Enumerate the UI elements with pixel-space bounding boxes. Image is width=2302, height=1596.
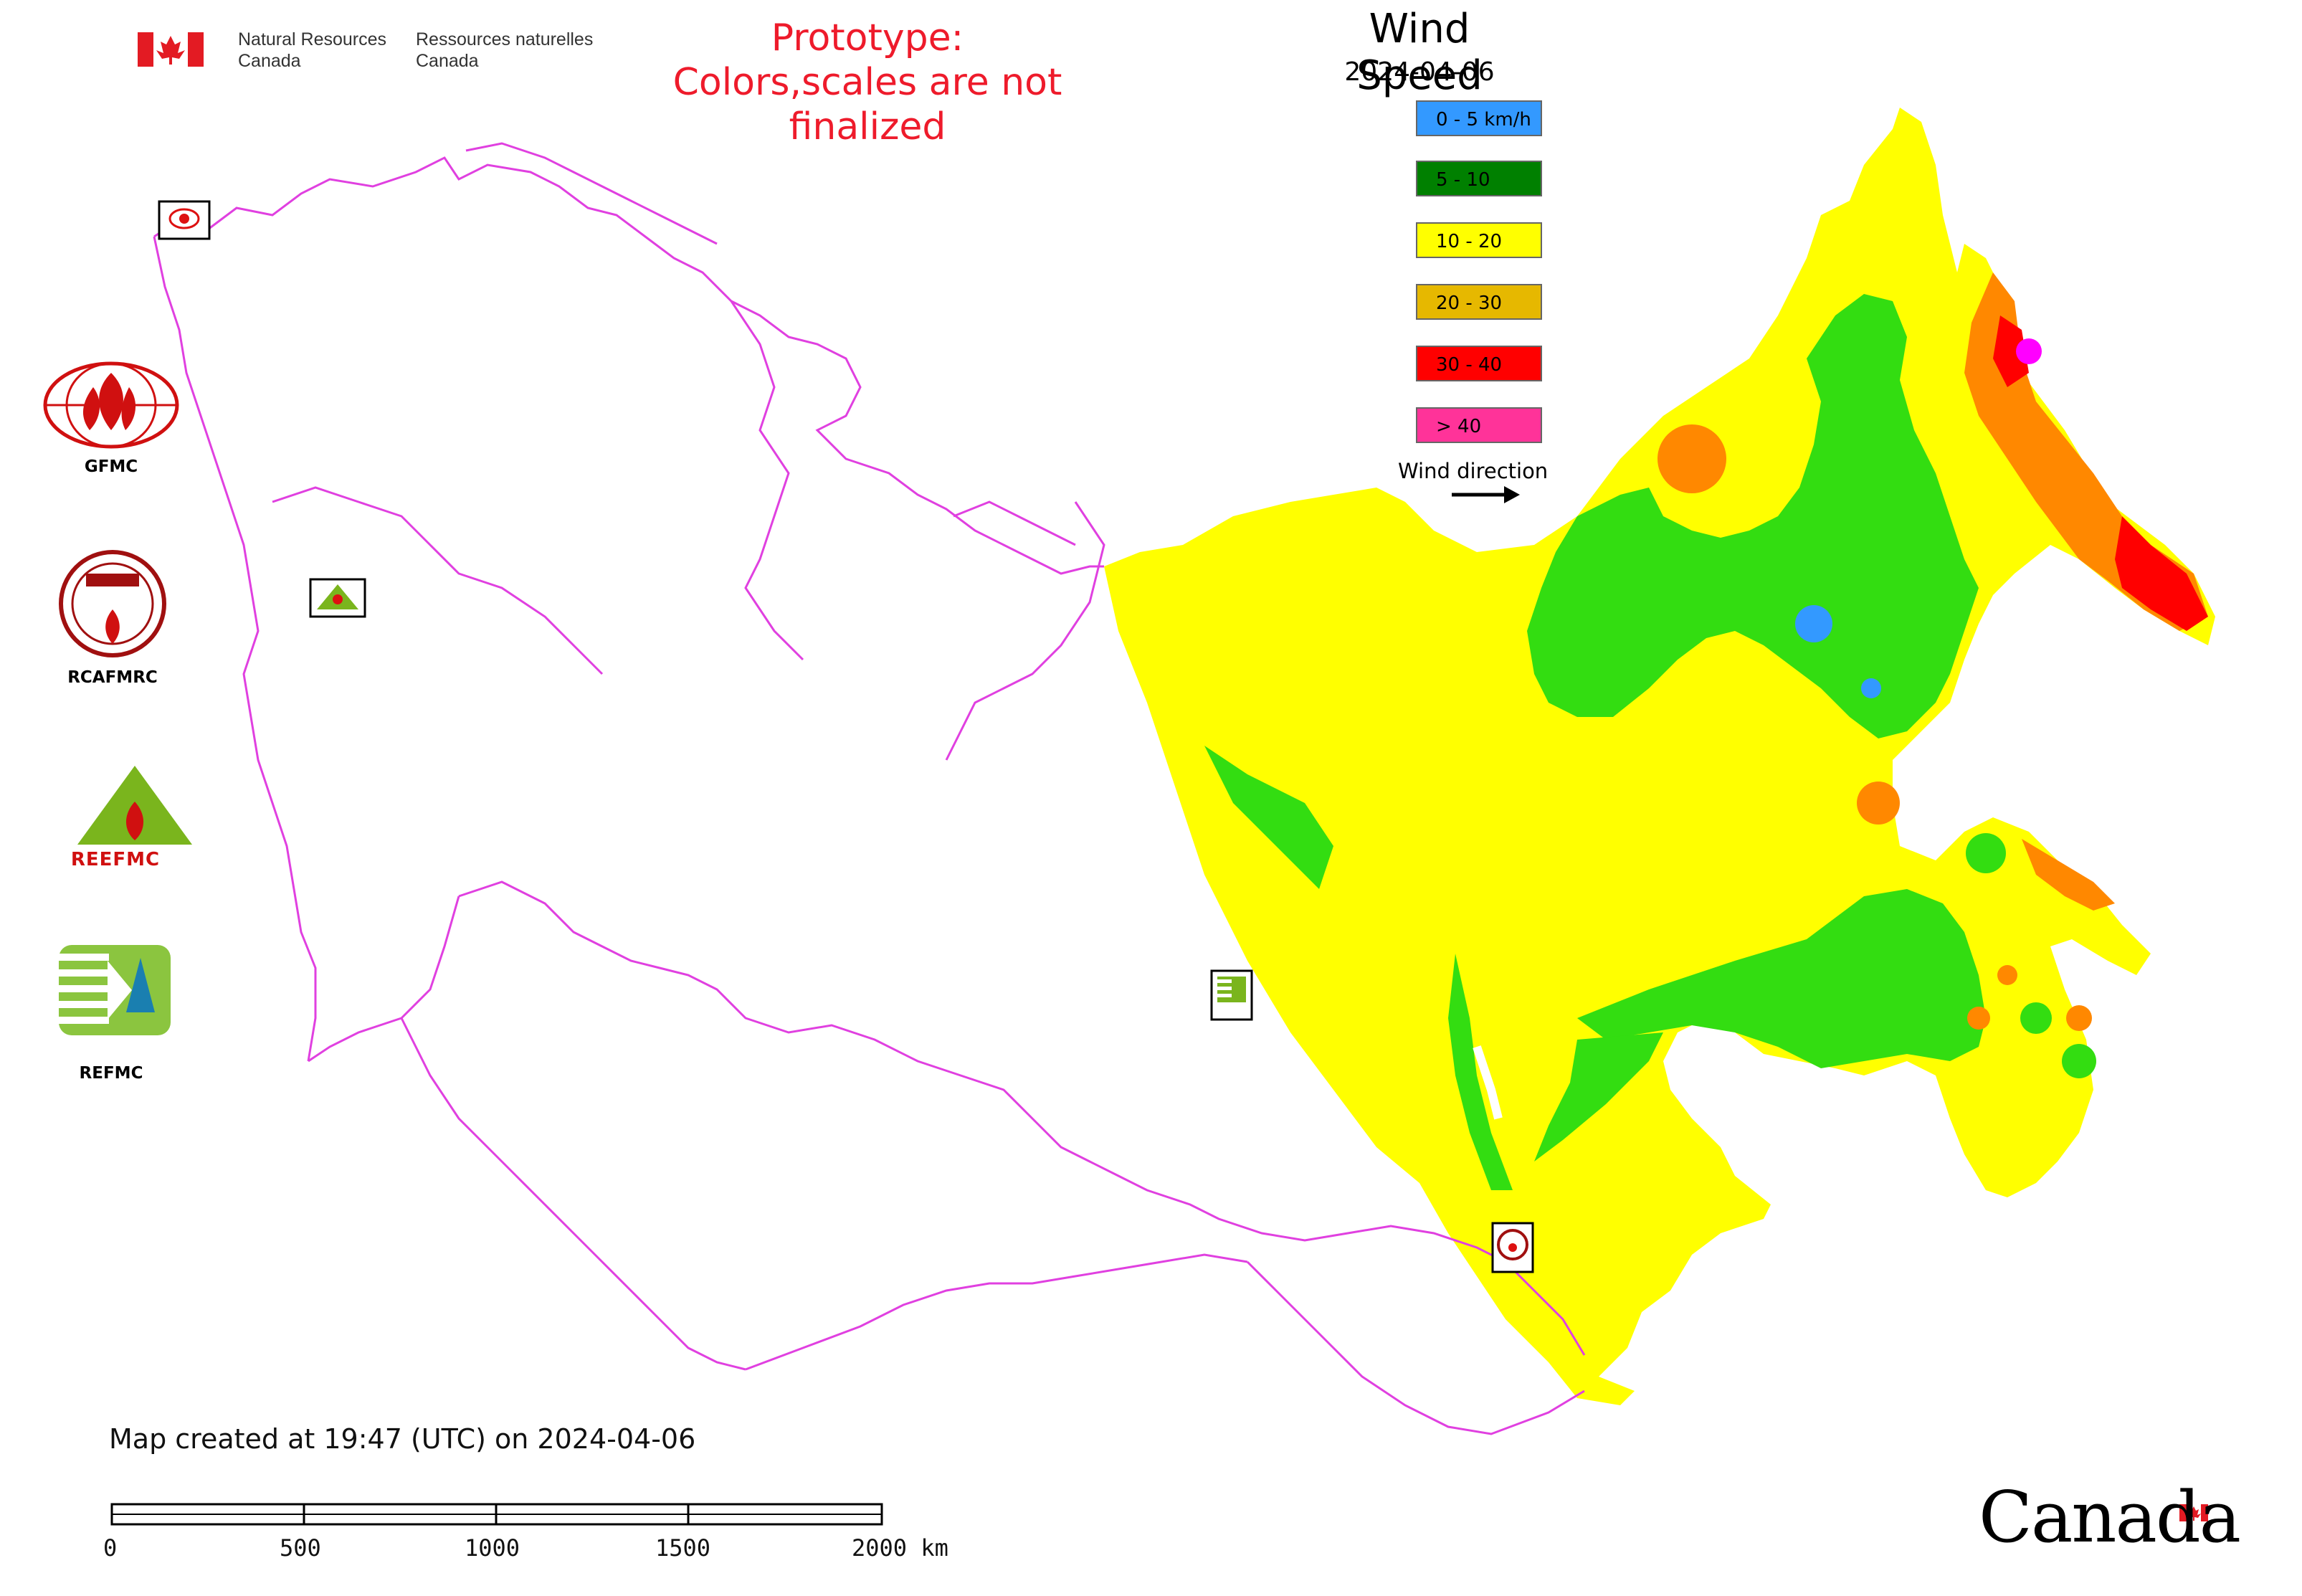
refmc-map-marker-icon — [1210, 969, 1253, 1021]
org-name-fr-line1: Ressources naturelles — [416, 29, 594, 49]
prototype-notice: Prototype: Colors,scales are not finaliz… — [645, 16, 1090, 149]
legend-label: 5 - 10 — [1436, 169, 1490, 191]
reefmc-logo-text: REEFMC — [70, 849, 161, 870]
refmc-logo-icon — [59, 945, 171, 1035]
canada-wordmark: Canada — [1979, 1477, 2241, 1559]
legend-item-20-30: 20 - 30 — [1416, 284, 1542, 320]
scale-bar — [110, 1503, 883, 1526]
map-title: Wind Speed — [1356, 6, 1483, 99]
scale-label-2000: 2000 km — [852, 1534, 948, 1562]
map-region-orange-spot — [1857, 782, 1900, 825]
org-name-en-line1: Natural Resources — [238, 29, 387, 49]
prototype-line2: Colors,scales are not finalized — [672, 61, 1062, 148]
map-region-green-spot — [1966, 833, 2006, 873]
map-region-green-spot — [2020, 1002, 2052, 1034]
legend-item-5-10: 5 - 10 — [1416, 161, 1542, 196]
gfmc-logo-icon — [43, 361, 179, 449]
rcafmrc-label: RCAFMRC — [67, 668, 158, 687]
rcafmrc-map-marker-icon — [1491, 1222, 1534, 1273]
map-borders — [153, 142, 1586, 1435]
map-region-green-southeast — [1577, 889, 1986, 1068]
map-region-orange-spot — [1967, 1007, 1990, 1030]
map-region-blue-spot — [1861, 678, 1881, 698]
scale-label-1000: 1000 — [465, 1534, 520, 1562]
map-region-orange-spot — [1657, 424, 1726, 493]
map-region-green-west — [1204, 746, 1333, 889]
refmc-label: REFMC — [79, 1064, 143, 1083]
map-region-orange-spot — [2066, 1005, 2092, 1031]
map-region-green-strip — [1448, 954, 1513, 1190]
gfmc-map-marker-icon — [158, 200, 211, 240]
wind-direction-label: Wind direction — [1398, 459, 1549, 483]
scale-label-0: 0 — [103, 1534, 118, 1562]
legend-label: 0 - 5 km/h — [1436, 109, 1531, 130]
rcafmrc-logo-icon — [59, 550, 166, 657]
map-region-green-north — [1527, 294, 1979, 738]
reefmc-map-marker-icon — [309, 578, 366, 618]
map-region-orange-spot — [1997, 965, 2017, 985]
map-region-green-spot — [2062, 1044, 2096, 1078]
org-name-en-line2: Canada — [238, 51, 301, 71]
map-region-orange-gulf — [2022, 839, 2115, 911]
map-region-blue-spot — [1795, 605, 1832, 642]
map-created-text: Map created at 19:47 (UTC) on 2024-04-06 — [109, 1423, 696, 1455]
reefmc-logo-icon — [40, 766, 192, 868]
canada-flag-icon — [138, 32, 204, 67]
legend-item-10-20: 10 - 20 — [1416, 222, 1542, 258]
gfmc-label: GFMC — [84, 457, 138, 476]
legend-label: 30 - 40 — [1436, 354, 1503, 376]
scale-label-1500: 1500 — [655, 1534, 711, 1562]
legend-item-0-5: 0 - 5 km/h — [1416, 100, 1542, 136]
legend-label: > 40 — [1436, 416, 1482, 437]
map-region-red-east2 — [1993, 315, 2029, 387]
legend-item-30-40: 30 - 40 — [1416, 346, 1542, 381]
map-river — [1473, 1045, 1503, 1120]
prototype-line1: Prototype: — [771, 16, 964, 60]
map-region-green-wedge — [1534, 1032, 1663, 1162]
canada-wordmark-flag-icon — [2179, 1504, 2208, 1521]
map-region-red-east — [2115, 516, 2208, 631]
wind-direction-arrow-icon — [1452, 486, 1520, 503]
legend-label: 20 - 30 — [1436, 293, 1503, 314]
org-name-fr-line2: Canada — [416, 51, 479, 71]
scale-label-500: 500 — [280, 1534, 321, 1562]
legend-label: 10 - 20 — [1436, 231, 1503, 252]
map-region-yellow — [1104, 108, 2215, 1405]
legend-item-over-40: > 40 — [1416, 407, 1542, 443]
map-date: 2024-04-06 — [1344, 57, 1495, 87]
map-region-magenta-spot — [2016, 338, 2042, 364]
